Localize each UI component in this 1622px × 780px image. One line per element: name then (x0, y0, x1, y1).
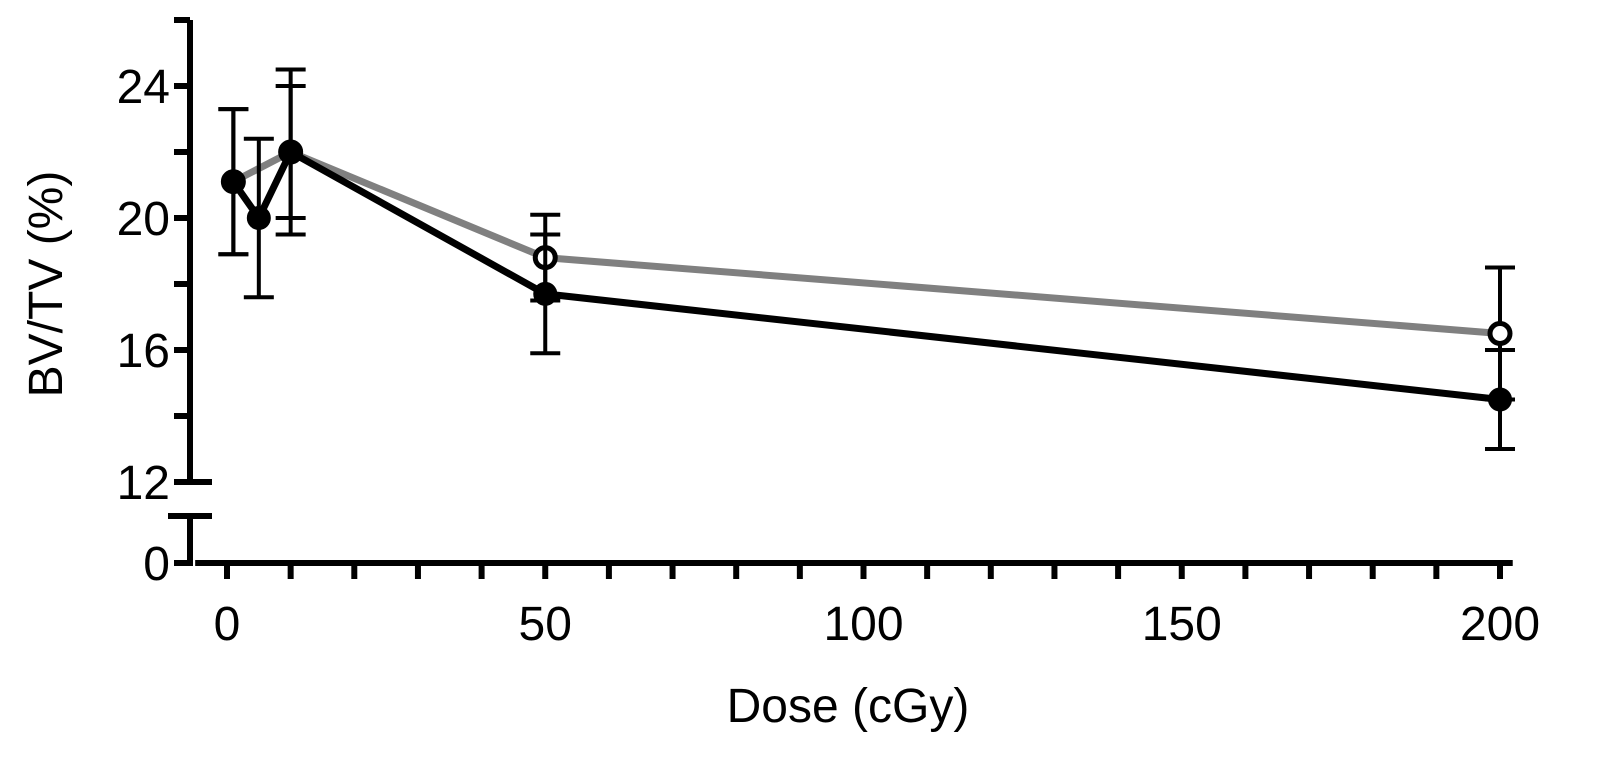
data-point-filled (246, 206, 271, 230)
y-tick-label: 0 (143, 538, 170, 591)
series-0 (218, 84, 1515, 402)
x-tick-label: 200 (1460, 598, 1540, 651)
y-tick-label: 20 (117, 193, 170, 246)
x-axis-label: Dose (cGy) (727, 680, 970, 733)
y-tick-label: 24 (117, 61, 170, 114)
axes: 12 16 20 24 00 50 100 150 200 (117, 17, 1540, 651)
x-tick-label: 0 (214, 598, 241, 651)
data-point-filled (221, 169, 246, 194)
y-tick-label: 16 (117, 325, 170, 378)
x-tick-label: 150 (1142, 598, 1222, 651)
series-line (231, 148, 1501, 337)
series-line (230, 148, 1501, 403)
data-point-filled (278, 140, 303, 164)
y-axis-label: BV/TV (%) (20, 171, 73, 398)
x-tick-label: 100 (823, 598, 903, 651)
x-tick-label: 50 (519, 598, 572, 651)
series-layer (218, 67, 1515, 451)
data-point-filled (533, 281, 558, 306)
y-tick-label: 12 (117, 457, 170, 510)
series-1 (218, 67, 1515, 451)
data-point-filled (1488, 387, 1512, 412)
data-point-open (1487, 321, 1513, 346)
